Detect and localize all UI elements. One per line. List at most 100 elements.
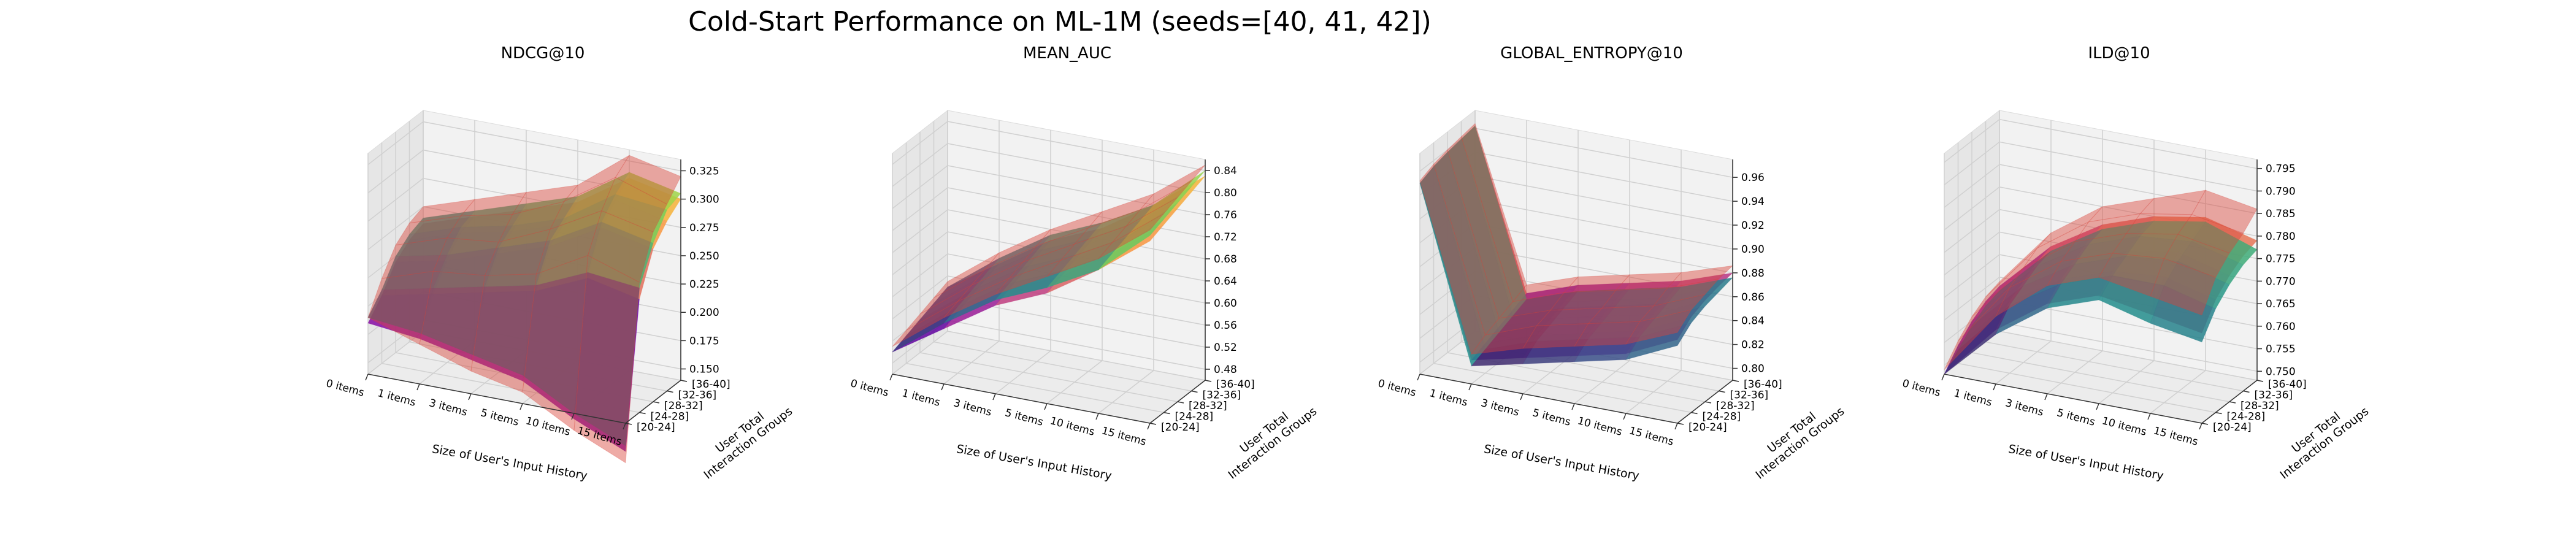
y-axis-label: User TotalInteraction Groups [1745, 394, 1847, 482]
surface-patch [1419, 163, 1486, 355]
surface-patch [1008, 243, 1076, 279]
x-tick-label: 10 items [1576, 415, 1623, 439]
surface-viridis [892, 170, 1206, 353]
surface-patch [470, 274, 537, 393]
surface-patch [2163, 234, 2230, 278]
surface-patch [2139, 190, 2206, 215]
z-tick-label: 0.225 [689, 278, 719, 291]
surface-patch [498, 201, 565, 243]
surface-patch [943, 278, 1010, 318]
z-tick-label: 0.770 [2266, 275, 2296, 288]
y-tick-label: [24-28] [651, 411, 689, 423]
surface-patch [1625, 309, 1692, 345]
surface-patch [535, 210, 602, 275]
y-tick-label: [20-24] [1689, 421, 1727, 434]
z-tick-label: 0.785 [2266, 208, 2296, 220]
z-tick-label: 0.150 [689, 364, 719, 376]
surface-patch [419, 270, 486, 372]
surface-patch [1522, 323, 1589, 349]
surface-patch [1046, 242, 1114, 278]
surface-patch [2023, 221, 2089, 269]
z-tick-label: 0.60 [1214, 297, 1237, 310]
figure-title: Cold-Start Performance on ML-1M (seeds=[… [688, 6, 1432, 37]
surface-patch [1958, 267, 2024, 342]
x-tick-label: 3 items [952, 397, 993, 419]
surface-patch [2047, 253, 2114, 286]
x-tick-label: 1 items [1952, 387, 1993, 409]
surface-patch [601, 194, 668, 244]
surface-patch [1125, 181, 1192, 227]
surface-patch [447, 213, 513, 243]
subplot-title: NDCG@10 [501, 44, 585, 63]
surface-patch [1098, 219, 1164, 270]
surface-patch [601, 177, 668, 232]
z-tick-label: 0.72 [1214, 231, 1237, 243]
surface-patch [2098, 253, 2165, 297]
z-tick-label: 0.175 [689, 335, 719, 347]
y-tick-label: [24-28] [1703, 411, 1741, 423]
y-tick-label: [36-40] [692, 378, 730, 391]
x-tick-label: 0 items [849, 377, 890, 399]
x-tick-label: 5 items [479, 407, 520, 429]
subplot-title: ILD@10 [2088, 44, 2150, 63]
surface-patch [1433, 149, 1500, 336]
z-tick-label: 0.750 [2266, 366, 2296, 378]
surface-viridis [367, 171, 681, 447]
surface-patch [1995, 260, 2062, 318]
surface-patch [2177, 214, 2244, 254]
x-tick-label: 1 items [900, 387, 941, 409]
surface-patch [1563, 274, 1631, 293]
x-axis-label: Size of User's Input History [2007, 442, 2165, 483]
surface-patch [1460, 123, 1527, 302]
surface-patch [1035, 210, 1103, 247]
surface-patch [1601, 288, 1668, 309]
z-tick-label: 0.780 [2266, 231, 2296, 243]
y-tick-label: [28-32] [1189, 400, 1227, 412]
y-axis-label: User TotalInteraction Groups [1217, 394, 1319, 482]
x-tick-label: 0 items [1376, 377, 1417, 399]
surface-patch [1470, 325, 1538, 355]
surface-std-band [1944, 190, 2258, 370]
surface-patch [1985, 232, 2052, 297]
y-tick-label: [32-36] [678, 389, 717, 402]
surface-patch [957, 261, 1024, 302]
y-axis-label: User TotalInteraction Groups [693, 394, 795, 482]
surface-patch [1587, 305, 1655, 324]
x-tick-label: 5 items [1003, 407, 1045, 429]
surface-patch [408, 199, 476, 224]
z-tick-label: 0.80 [1741, 363, 1765, 375]
x-tick-label: 15 items [2152, 424, 2199, 448]
surface-patch [1549, 289, 1617, 311]
surface-patch [573, 255, 640, 464]
z-tick-label: 0.325 [689, 165, 719, 177]
surfaces [1419, 123, 1734, 367]
surface-viridis [1419, 125, 1734, 367]
surface-patch [1652, 291, 1720, 321]
x-tick-label: 5 items [2055, 407, 2096, 429]
subplot-4: ILD@10 0 items 1 items 3 items 5 items 10 ite… [1901, 44, 2371, 483]
z-tick-label: 0.775 [2266, 253, 2296, 266]
surface-patch [512, 185, 579, 215]
z-tick-label: 0.250 [689, 250, 719, 263]
surface-patch [1944, 287, 2010, 370]
surface-patch [395, 215, 462, 246]
x-tick-label: 15 items [1100, 424, 1148, 448]
z-tick-label: 0.795 [2266, 163, 2296, 175]
surface-std-band [367, 155, 681, 464]
x-tick-label: 3 items [427, 397, 469, 419]
y-tick-label: [36-40] [1216, 378, 1255, 391]
z-tick-label: 0.56 [1214, 320, 1237, 332]
z-tick-label: 0.200 [689, 307, 719, 319]
surface-patch [381, 237, 448, 279]
y-tick-label: [32-36] [1203, 389, 1241, 402]
x-tick-label: 1 items [1428, 387, 1469, 409]
surface-patch [971, 245, 1037, 286]
y-axis-label: User TotalInteraction Groups [2269, 394, 2371, 482]
surface-patch [1512, 276, 1579, 302]
x-tick-label: 3 items [1479, 397, 1520, 419]
surface-patch [1022, 227, 1090, 263]
x-tick-label: 5 items [1531, 407, 1572, 429]
z-tick-label: 0.90 [1741, 243, 1765, 256]
x-axis-label: Size of User's Input History [431, 442, 589, 483]
